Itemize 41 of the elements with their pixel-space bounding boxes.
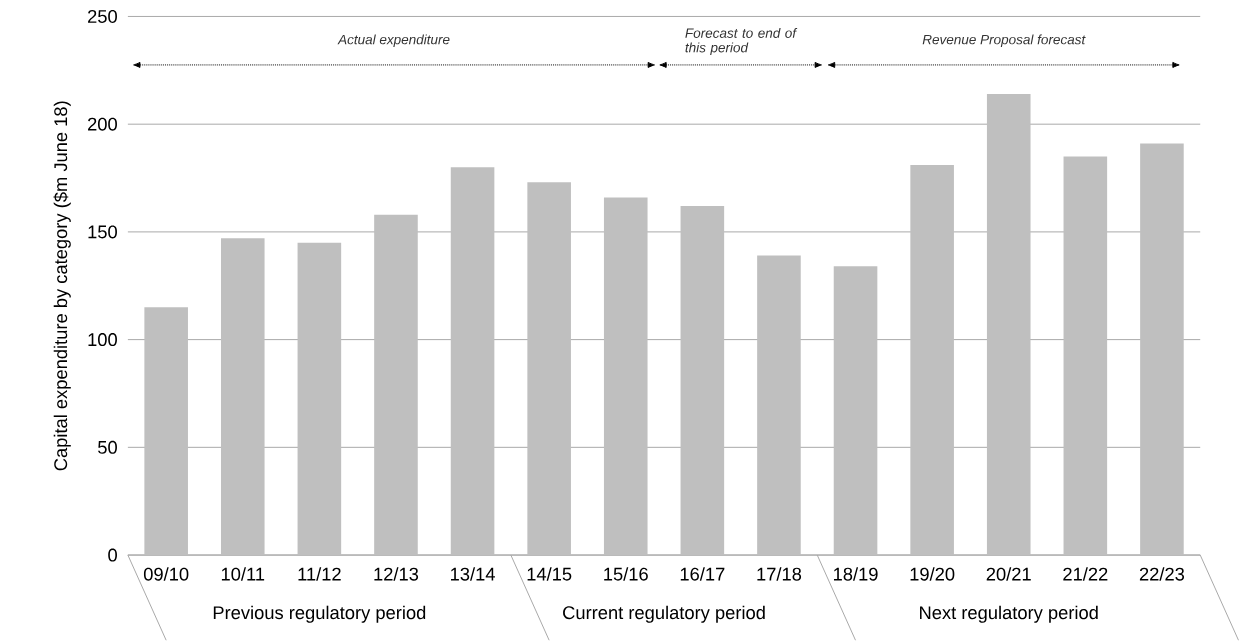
bar [986, 94, 1031, 556]
bar [220, 238, 265, 556]
x-tick-label: 12/13 [374, 567, 419, 581]
x-tick-label: 21/22 [1063, 567, 1108, 581]
annotation: Revenue Proposal forecast [922, 34, 1086, 48]
bar [1063, 156, 1108, 556]
x-tick-label: 13/14 [451, 567, 495, 581]
x-tick-label: 15/16 [604, 567, 648, 581]
x-tick-label: 20/21 [986, 567, 1031, 581]
y-axis-title: Capital expenditure by category ($m June 18) [53, 101, 71, 471]
x-tick-label: 14/15 [527, 567, 572, 581]
bar [603, 197, 648, 556]
text: Previous regulatory period [213, 605, 426, 623]
bar [757, 255, 801, 556]
bar [833, 266, 878, 556]
bar [910, 165, 954, 556]
y-tick-label: 100 [88, 333, 117, 347]
y-tick-label: 250 [88, 10, 117, 24]
y-tick-label: 200 [88, 117, 117, 131]
bar [527, 182, 571, 556]
x-tick-label: 10/11 [221, 567, 265, 581]
y-tick-label: 150 [88, 225, 117, 239]
x-tick-label: 19/20 [910, 567, 955, 581]
text: Current regulatory period [563, 605, 765, 623]
x-tick-label: 17/18 [757, 567, 802, 581]
bar [450, 167, 495, 556]
bar [144, 307, 188, 556]
x-tick-label: 09/10 [143, 567, 189, 581]
x-tick-label: 22/23 [1139, 567, 1185, 581]
annotation: Actual expenditure [337, 34, 450, 48]
x-tick-label: 16/17 [680, 567, 725, 581]
bar [374, 214, 418, 556]
x-tick-label: 18/19 [833, 567, 878, 581]
x-tick-label: 11/12 [298, 567, 341, 581]
annotation: Forecast to end of this period [685, 28, 798, 56]
bar [1140, 143, 1184, 556]
y-tick-label: 50 [98, 440, 117, 454]
text: Next regulatory period [920, 605, 1098, 623]
y-tick-label: 0 [108, 548, 117, 562]
bar [297, 242, 342, 556]
bar [680, 206, 725, 556]
